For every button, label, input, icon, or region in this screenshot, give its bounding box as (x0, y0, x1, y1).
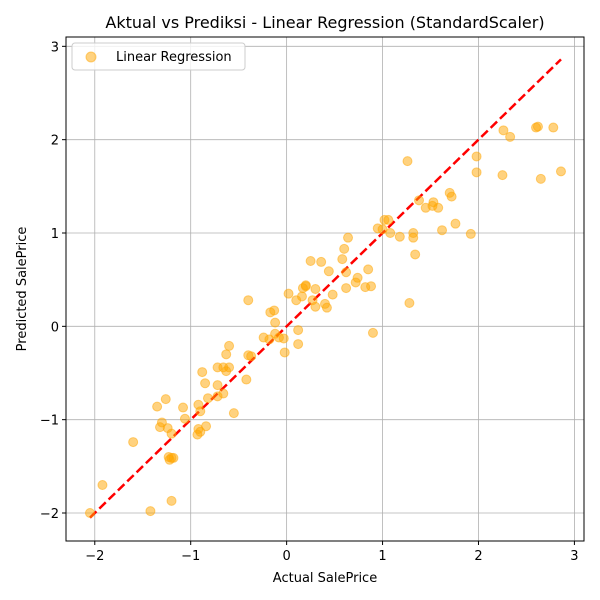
scatter-point (97, 480, 108, 490)
scatter-point (323, 266, 334, 277)
scatter-point (471, 151, 482, 162)
plot-frame (65, 36, 585, 542)
y-tick-label: 3 (51, 40, 59, 55)
x-tick-label: −2 (85, 549, 104, 564)
scatter-point (341, 283, 352, 294)
scatter-point (128, 437, 139, 448)
y-tick-label: 2 (51, 134, 59, 149)
legend-label: Linear Regression (116, 50, 232, 65)
x-tick-label: −1 (181, 549, 200, 564)
scatter-point (269, 305, 280, 316)
scatter-point (201, 421, 212, 432)
scatter-point (450, 218, 461, 229)
scatter-point (408, 228, 419, 238)
scatter-point (202, 393, 213, 404)
y-tick-label: −1 (40, 414, 59, 429)
scatter-point (498, 125, 509, 136)
scatter-point (296, 291, 307, 302)
scatter-point (195, 406, 206, 417)
scatter-point (548, 122, 559, 133)
scatter-point (394, 231, 405, 242)
scatter-point (84, 508, 95, 518)
scatter-point (197, 367, 208, 378)
x-tick-label: 1 (378, 549, 386, 564)
scatter-point (160, 394, 171, 405)
y-tick-label: 0 (51, 320, 59, 335)
y-tick-label: −2 (40, 507, 59, 522)
legend-box (71, 42, 246, 71)
scatter-point (366, 281, 377, 292)
y-axis-label: Predicted SalePrice (15, 227, 30, 352)
scatter-point (446, 191, 457, 202)
scatter-point (212, 380, 223, 391)
scatter-point (228, 408, 239, 419)
x-tick-label: 3 (570, 549, 578, 564)
scatter-point (241, 374, 252, 385)
scatter-point (383, 214, 394, 225)
y-tick-label: 1 (51, 227, 59, 242)
scatter-point (221, 349, 232, 360)
scatter-point (343, 232, 354, 243)
scatter-point (278, 333, 289, 344)
scatter-points (84, 121, 566, 518)
scatter-point (433, 202, 444, 213)
chart-title: Aktual vs Prediksi - Linear Regression (… (105, 13, 544, 32)
scatter-point (224, 362, 235, 373)
scatter-point (465, 228, 476, 239)
scatter-point (243, 295, 254, 306)
scatter-point (293, 325, 304, 336)
scatter-point (218, 388, 229, 399)
scatter-point (337, 254, 348, 265)
scatter-point (270, 317, 281, 328)
scatter-point (300, 281, 311, 292)
scatter-point (310, 301, 321, 312)
scatter-point (178, 402, 189, 413)
scatter-point (505, 131, 516, 142)
scatter-point (316, 256, 327, 267)
scatter-point (283, 288, 294, 299)
scatter-point (305, 256, 316, 266)
scatter-point (293, 339, 304, 350)
legend-marker (85, 51, 97, 63)
scatter-point (414, 195, 425, 206)
scatter-point (341, 267, 352, 278)
scatter-point (246, 351, 257, 362)
scatter-point (363, 264, 374, 275)
scatter-point (224, 340, 235, 351)
scatter-point (339, 243, 350, 254)
scatter-point (310, 284, 321, 294)
scatter-point (352, 272, 363, 283)
scatter-point (152, 401, 163, 412)
scatter-point (321, 302, 332, 313)
scatter-point (535, 173, 546, 184)
scatter-point (532, 121, 543, 132)
scatter-point (179, 413, 190, 424)
x-tick-label: 0 (282, 549, 290, 564)
scatter-point (166, 495, 177, 506)
scatter-point (555, 166, 566, 177)
x-axis-label: Actual SalePrice (273, 571, 377, 586)
scatter-point (404, 298, 415, 308)
x-tick-label: 2 (474, 549, 482, 564)
scatter-point (385, 228, 396, 238)
scatter-point (402, 156, 413, 167)
scatter-point (145, 506, 156, 517)
scatter-point (437, 225, 448, 236)
axis-ticks: −2 −1 0 1 2 3 −2 −1 0 1 2 3 (40, 40, 579, 564)
scatter-point (166, 428, 177, 439)
scatter-point (471, 167, 482, 178)
scatter-point (497, 170, 508, 181)
scatter-point (279, 347, 290, 358)
reference-line (89, 58, 562, 519)
reference-line-layer (89, 58, 562, 519)
scatter-point (327, 289, 338, 300)
grid (66, 37, 584, 541)
scatter-point (410, 249, 421, 260)
scatter-point (168, 452, 179, 463)
legend: Linear Regression (71, 42, 246, 71)
scatter-point (200, 378, 211, 389)
scatter-point (367, 327, 378, 338)
